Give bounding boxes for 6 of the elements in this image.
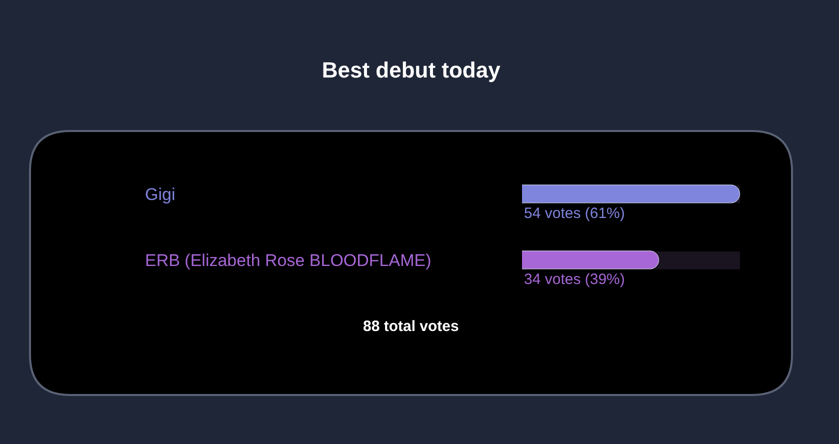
y-tick-label: Gigi <box>145 185 176 204</box>
y-tick-label: ERB (Elizabeth Rose BLOODFLAME) <box>145 251 432 270</box>
chart-title: Best debut today <box>322 58 502 83</box>
data-label: 34 votes (39%) <box>524 271 625 288</box>
data-label: 54 votes (61%) <box>524 205 625 222</box>
text: 88 total votes <box>363 318 459 335</box>
